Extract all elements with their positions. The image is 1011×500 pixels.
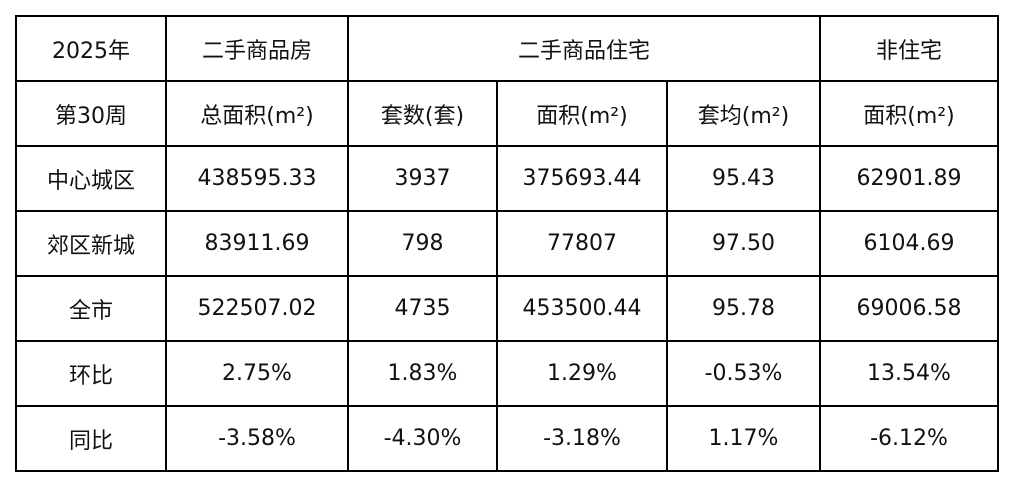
table-row: 2025年 二手商品房 二手商品住宅 非住宅: [15, 15, 999, 82]
subheader-cell: 套均(m²): [666, 80, 821, 147]
data-cell: 1.17%: [666, 405, 821, 472]
data-cell: 375693.44: [496, 145, 668, 212]
data-cell: 522507.02: [165, 275, 349, 342]
table-row: 第30周 总面积(m²) 套数(套) 面积(m²) 套均(m²) 面积(m²): [15, 80, 999, 147]
data-cell: 453500.44: [496, 275, 668, 342]
subheader-cell: 总面积(m²): [165, 80, 349, 147]
subheader-cell: 套数(套): [347, 80, 498, 147]
data-cell: 3937: [347, 145, 498, 212]
data-cell: 2.75%: [165, 340, 349, 407]
subheader-cell: 面积(m²): [496, 80, 668, 147]
row-label: 中心城区: [15, 145, 167, 212]
table-row: 郊区新城 83911.69 798 77807 97.50 6104.69: [15, 210, 999, 277]
row-label: 环比: [15, 340, 167, 407]
table-row: 全市 522507.02 4735 453500.44 95.78 69006.58: [15, 275, 999, 342]
data-cell: -0.53%: [666, 340, 821, 407]
data-cell: 62901.89: [819, 145, 999, 212]
table-row: 环比 2.75% 1.83% 1.29% -0.53% 13.54%: [15, 340, 999, 407]
header-cell: 非住宅: [819, 15, 999, 82]
subheader-cell: 面积(m²): [819, 80, 999, 147]
header-cell: 二手商品房: [165, 15, 349, 82]
data-cell: 69006.58: [819, 275, 999, 342]
row-label: 郊区新城: [15, 210, 167, 277]
row-label: 全市: [15, 275, 167, 342]
data-cell: 6104.69: [819, 210, 999, 277]
data-cell: 4735: [347, 275, 498, 342]
table-body: 2025年 二手商品房 二手商品住宅 非住宅 第30周 总面积(m²) 套数(套) 面积(m²…: [15, 15, 999, 472]
data-cell: -4.30%: [347, 405, 498, 472]
data-cell: 1.29%: [496, 340, 668, 407]
data-table: 2025年 二手商品房 二手商品住宅 非住宅 第30周 总面积(m²) 套数(套) 面积(m²…: [15, 15, 999, 472]
table-row: 同比 -3.58% -4.30% -3.18% 1.17% -6.12%: [15, 405, 999, 472]
data-cell: 438595.33: [165, 145, 349, 212]
row-label: 同比: [15, 405, 167, 472]
data-cell: 97.50: [666, 210, 821, 277]
data-cell: 13.54%: [819, 340, 999, 407]
data-cell: 1.83%: [347, 340, 498, 407]
table-row: 中心城区 438595.33 3937 375693.44 95.43 62901.89: [15, 145, 999, 212]
data-cell: 95.43: [666, 145, 821, 212]
subheader-cell: 第30周: [15, 80, 167, 147]
data-cell: 83911.69: [165, 210, 349, 277]
header-cell: 2025年: [15, 15, 167, 82]
data-cell: -6.12%: [819, 405, 999, 472]
data-cell: -3.18%: [496, 405, 668, 472]
header-cell: 二手商品住宅: [347, 15, 821, 82]
data-cell: 77807: [496, 210, 668, 277]
data-cell: 95.78: [666, 275, 821, 342]
data-cell: -3.58%: [165, 405, 349, 472]
data-cell: 798: [347, 210, 498, 277]
